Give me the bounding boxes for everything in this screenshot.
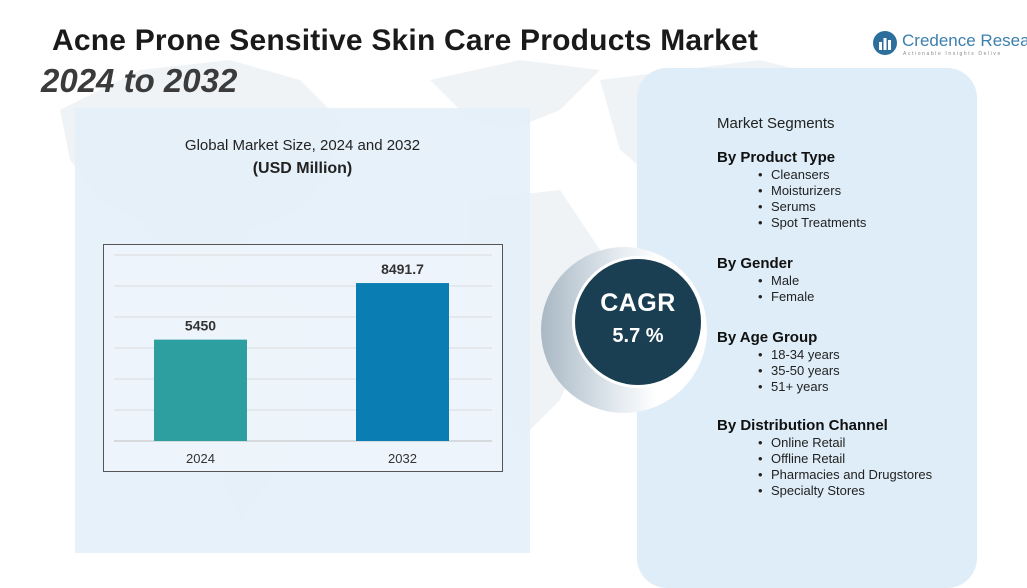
- segment-item: Spot Treatments: [758, 215, 866, 231]
- chart-unit-label: (USD Million): [252, 160, 353, 177]
- bar-2024: [154, 339, 247, 441]
- segment-item: Cleansers: [758, 167, 866, 183]
- cagr-label: CAGR: [600, 289, 676, 317]
- segment-title: By Gender: [717, 255, 793, 272]
- chart-title: Global Market Size, 2024 and 2032: [184, 137, 421, 154]
- bar-value-label: 5450: [185, 318, 216, 334]
- segment-title: By Age Group: [717, 329, 818, 346]
- segment-group-product-type: By Product Type Cleansers Moisturizers S…: [717, 149, 866, 231]
- logo-name: Credence Resear: [902, 31, 1027, 50]
- cagr-badge: CAGR 5.7 %: [572, 256, 704, 388]
- segment-item: Online Retail: [758, 435, 932, 451]
- segment-item: Moisturizers: [758, 183, 866, 199]
- market-size-chart-panel: Global Market Size, 2024 and 2032 (USD M…: [75, 108, 530, 553]
- segment-item: Female: [758, 289, 814, 305]
- segment-item: Specialty Stores: [758, 483, 932, 499]
- segment-item: Pharmacies and Drugstores: [758, 467, 932, 483]
- page-title: Acne Prone Sensitive Skin Care Products …: [52, 24, 759, 57]
- logo-tagline: Actionable Insights Delive: [903, 51, 1002, 57]
- x-tick-label: 2024: [186, 451, 215, 466]
- bar-value-label: 8491.7: [381, 261, 424, 277]
- segment-item: 51+ years: [758, 379, 840, 395]
- logo-chart-icon: [873, 31, 897, 55]
- page-subtitle: 2024 to 2032: [41, 62, 238, 99]
- segment-title: By Product Type: [717, 149, 836, 166]
- bar-chart-svg: 5450 2024 8491.7 2032: [114, 254, 492, 466]
- segment-item: 18-34 years: [758, 347, 840, 363]
- segment-title: By Distribution Channel: [717, 417, 888, 434]
- x-tick-label: 2032: [388, 451, 417, 466]
- segment-item: Offline Retail: [758, 451, 932, 467]
- segments-heading: Market Segments: [717, 115, 835, 132]
- segment-item: Male: [758, 273, 814, 289]
- segment-item: Serums: [758, 199, 866, 215]
- segment-group-gender: By Gender Male Female: [717, 255, 814, 305]
- cagr-value: 5.7 %: [612, 325, 664, 347]
- bar-2032: [356, 283, 449, 441]
- company-logo: Credence Resear Actionable Insights Deli…: [872, 30, 1027, 64]
- segment-item: 35-50 years: [758, 363, 840, 379]
- segment-group-age-group: By Age Group 18-34 years 35-50 years 51+…: [717, 329, 840, 395]
- bar-chart: 5450 2024 8491.7 2032: [103, 244, 503, 472]
- segment-group-distribution-channel: By Distribution Channel Online Retail Of…: [717, 417, 932, 499]
